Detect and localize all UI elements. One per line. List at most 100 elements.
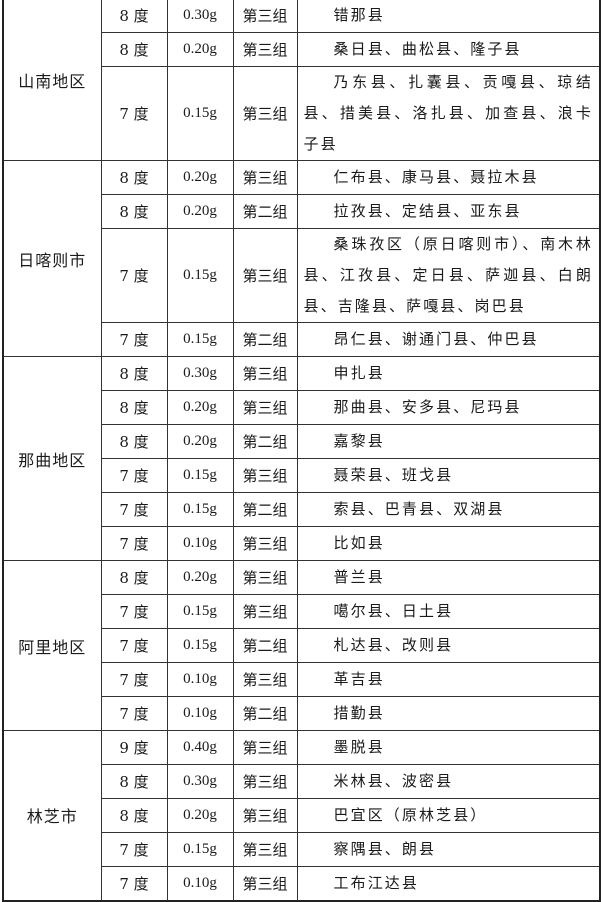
counties-text: 工布江达县 (333, 873, 420, 892)
table-row: 7 度 0.15g 第三组 桑珠孜区（原日喀则市）、南木林县、江孜县、定日县、萨迦县、… (3, 228, 601, 323)
intensity-cell: 7 度 (100, 458, 168, 493)
intensity-cell: 8 度 (100, 764, 168, 799)
acceleration-cell: 0.10g (166, 866, 234, 901)
acceleration-cell: 0.30g (166, 356, 234, 391)
region-cell: 阿里地区 (2, 560, 102, 731)
table-row: 山南地区 8 度 0.30g 第三组 错那县 (2, 0, 601, 161)
acceleration-cell: 0.30g (166, 0, 234, 33)
table-row: 8 度 0.20g 第三组 那曲县、安多县、尼玛县 (3, 390, 601, 425)
intensity-cell: 8 度 (100, 390, 168, 425)
counties-cell: 察隅县、朗县 (296, 832, 601, 867)
region-cell: 林芝市 (2, 730, 102, 901)
acceleration-cell: 0.15g (166, 832, 234, 867)
design-group-cell: 第三组 (232, 66, 298, 161)
intensity-cell: 8 度 (100, 32, 168, 67)
intensity-cell: 8 度 (100, 560, 168, 595)
design-group-cell: 第三组 (232, 526, 298, 561)
table-row: 8 度 0.30g 第三组 米林县、波密县 (3, 764, 601, 799)
design-group-cell: 第二组 (232, 492, 298, 527)
acceleration-cell: 0.15g (166, 228, 234, 323)
design-group-cell: 第三组 (232, 0, 298, 33)
counties-cell: 工布江达县 (296, 866, 601, 901)
acceleration-cell: 0.20g (166, 390, 234, 425)
counties-text: 昂仁县、谢通门县、仲巴县 (333, 330, 539, 348)
acceleration-cell: 0.15g (166, 66, 234, 161)
acceleration-cell: 0.20g (166, 798, 234, 833)
intensity-cell: 9 度 (100, 730, 168, 765)
region-cell: 日喀则市 (2, 160, 102, 357)
design-group-cell: 第三组 (232, 730, 298, 765)
counties-cell: 拉孜县、定结县、亚东县 (296, 194, 601, 229)
region-cell: 那曲地区 (2, 356, 102, 561)
intensity-cell: 8 度 (100, 356, 168, 391)
intensity-cell: 7 度 (100, 628, 168, 663)
design-group-cell: 第三组 (232, 160, 298, 195)
table-row: 7 度 0.15g 第三组 聂荣县、班戈县 (3, 458, 601, 493)
table-row: 7 度 0.15g 第三组 噶尔县、日土县 (3, 594, 601, 629)
design-group-cell: 第三组 (232, 798, 298, 833)
design-group-cell: 第三组 (232, 560, 298, 595)
acceleration-cell: 0.40g (166, 730, 234, 765)
counties-cell: 巴宜区（原林芝县） (296, 798, 601, 833)
counties-cell: 桑日县、曲松县、隆子县 (296, 32, 601, 67)
counties-text: 措勤县 (333, 704, 385, 722)
counties-cell: 墨脱县 (296, 730, 601, 765)
counties-text: 那曲县、安多县、尼玛县 (333, 398, 522, 416)
acceleration-cell: 0.15g (166, 492, 234, 527)
acceleration-cell: 0.15g (166, 322, 234, 357)
intensity-cell: 7 度 (100, 66, 168, 161)
intensity-cell: 7 度 (100, 228, 168, 323)
counties-text: 嘉黎县 (333, 432, 385, 450)
design-group-cell: 第三组 (232, 458, 298, 493)
intensity-cell: 7 度 (100, 832, 168, 867)
intensity-cell: 7 度 (100, 594, 168, 629)
table-row: 林芝市 9 度 0.40g 第三组 墨脱县 (2, 730, 601, 901)
intensity-cell: 8 度 (100, 0, 168, 33)
acceleration-cell: 0.15g (166, 594, 234, 629)
acceleration-cell: 0.20g (166, 32, 234, 67)
acceleration-cell: 0.10g (166, 526, 234, 561)
table-row: 7 度 0.15g 第三组 乃东县、扎囊县、贡嘎县、琼结县、措美县、洛扎县、加查县、浪… (3, 66, 601, 161)
table-row: 8 度 0.20g 第三组 桑日县、曲松县、隆子县 (3, 32, 601, 67)
counties-text: 普兰县 (333, 568, 385, 586)
table-row: 阿里地区 8 度 0.20g 第三组 普兰县 (2, 560, 601, 731)
table-row: 日喀则市 8 度 0.20g 第三组 仁布县、康马县、聂拉木县 (2, 160, 601, 357)
counties-text: 札达县、改则县 (333, 636, 454, 654)
design-group-cell: 第二组 (232, 696, 298, 731)
counties-text: 比如县 (333, 534, 385, 552)
counties-cell: 措勤县 (296, 696, 601, 731)
table-row: 8 度 0.20g 第三组 巴宜区（原林芝县） (3, 798, 601, 833)
intensity-cell: 8 度 (100, 194, 168, 229)
counties-cell: 申扎县 (296, 356, 601, 391)
intensity-cell: 8 度 (100, 424, 168, 459)
acceleration-cell: 0.10g (166, 662, 234, 697)
counties-text: 申扎县 (333, 364, 385, 382)
table-row: 8 度 0.20g 第二组 嘉黎县 (3, 424, 601, 459)
counties-cell: 革吉县 (296, 662, 601, 697)
counties-text: 米林县、波密县 (333, 772, 454, 790)
design-group-cell: 第二组 (232, 322, 298, 357)
counties-text: 乃东县、扎囊县、贡嘎县、琼结县、措美县、洛扎县、加查县、浪卡子县 (303, 73, 593, 153)
counties-cell: 昂仁县、谢通门县、仲巴县 (296, 322, 601, 357)
intensity-cell: 7 度 (100, 492, 168, 527)
intensity-cell: 8 度 (100, 798, 168, 833)
counties-text: 巴宜区（原林芝县） (333, 806, 488, 824)
counties-cell: 札达县、改则县 (296, 628, 601, 663)
intensity-cell: 8 度 (100, 160, 168, 195)
design-group-cell: 第二组 (232, 194, 298, 229)
counties-text: 察隅县、朗县 (333, 840, 437, 858)
design-group-cell: 第三组 (232, 594, 298, 629)
counties-text: 墨脱县 (333, 738, 385, 756)
design-group-cell: 第三组 (232, 228, 298, 323)
acceleration-cell: 0.20g (166, 560, 234, 595)
counties-cell: 嘉黎县 (296, 424, 601, 459)
acceleration-cell: 0.30g (166, 764, 234, 799)
counties-text: 桑珠孜区（原日喀则市）、南木林县、江孜县、定日县、萨迦县、白朗县、吉隆县、萨嘎县… (303, 235, 593, 315)
counties-text: 革吉县 (333, 670, 385, 688)
design-group-cell: 第三组 (232, 832, 298, 867)
counties-cell: 乃东县、扎囊县、贡嘎县、琼结县、措美县、洛扎县、加查县、浪卡子县 (296, 66, 601, 161)
counties-text: 噶尔县、日土县 (333, 602, 454, 620)
table-row: 7 度 0.10g 第三组 革吉县 (3, 662, 601, 697)
